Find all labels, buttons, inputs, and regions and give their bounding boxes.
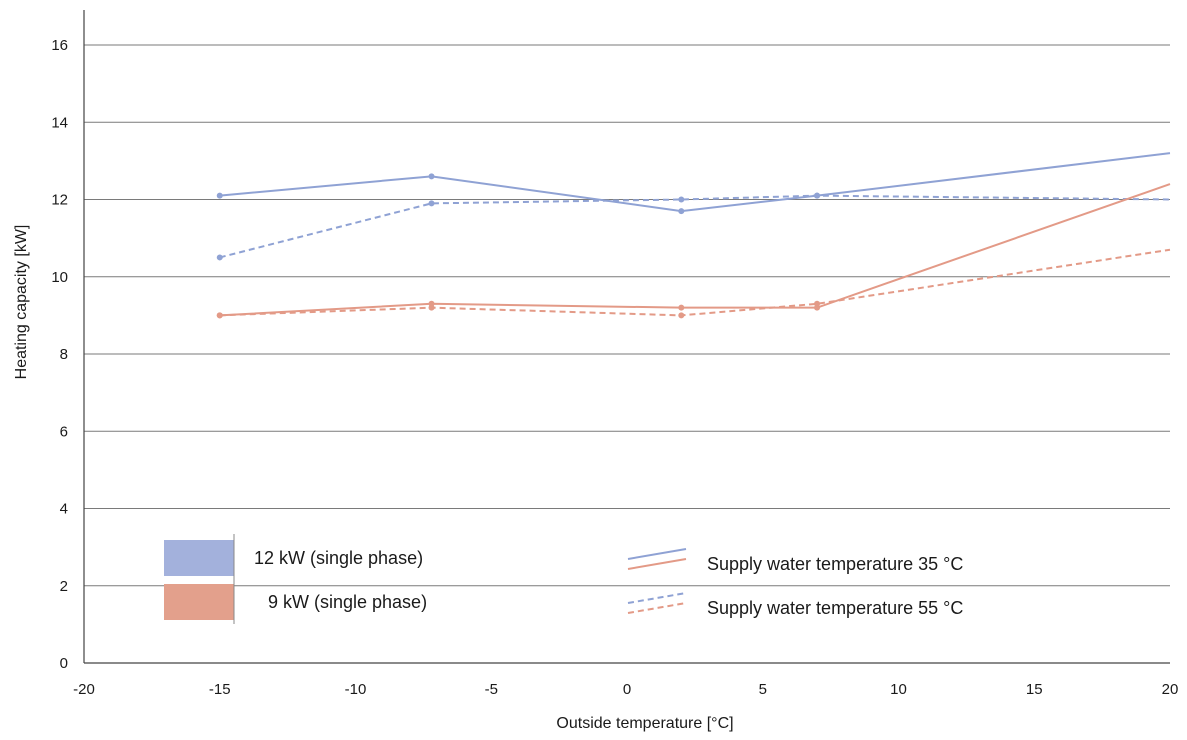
y-tick-label: 6 [60, 423, 68, 440]
legend-style-label: Supply water temperature 55 °C [707, 598, 963, 618]
data-point [814, 300, 821, 307]
legend-swatch [164, 584, 234, 620]
y-tick-label: 10 [51, 269, 68, 286]
series-line-2 [219, 183, 1171, 317]
y-tick-label: 8 [60, 346, 68, 363]
series-line-3 [219, 248, 1171, 317]
x-axis-title: Outside temperature [°C] [556, 715, 733, 732]
x-tick-label: 5 [759, 681, 767, 698]
axis-layer: 0 2 4 6 8 10 12 14 16 -20 -15 -10 -5 0 5 10 15 20 [51, 10, 1178, 698]
data-point [678, 208, 685, 215]
data-point [678, 312, 685, 319]
x-tick-label: -5 [485, 681, 498, 698]
series-line-0 [219, 152, 1171, 213]
y-tick-label: 0 [60, 655, 68, 672]
x-tick-label: -20 [73, 681, 95, 698]
data-point [216, 312, 223, 319]
y-tick-label: 14 [51, 114, 68, 131]
y-axis-title: Heating capacity [kW] [13, 225, 30, 380]
series-layer [216, 152, 1171, 319]
legend-label: 12 kW (single phase) [254, 548, 423, 568]
x-tick-label: 20 [1162, 681, 1179, 698]
x-tick-label: -15 [209, 681, 231, 698]
x-tick-label: 15 [1026, 681, 1043, 698]
data-point [428, 200, 435, 207]
y-tick-label: 16 [51, 37, 68, 54]
y-tick-label: 2 [60, 578, 68, 595]
data-point [216, 192, 223, 199]
y-tick-label: 12 [51, 192, 68, 209]
legend-line-sample [627, 558, 687, 570]
legend-style-label: Supply water temperature 35 °C [707, 554, 963, 574]
grid-layer [84, 44, 1170, 587]
series-line-1 [219, 194, 1171, 259]
legend-label: 9 kW (single phase) [268, 592, 427, 612]
legend-line-sample [627, 548, 687, 560]
data-point [428, 304, 435, 311]
data-point [216, 254, 223, 261]
data-point [814, 192, 821, 199]
x-tick-label: 0 [623, 681, 631, 698]
data-point [428, 173, 435, 180]
data-point [678, 196, 685, 203]
x-tick-label: -10 [345, 681, 367, 698]
legend-line-sample [627, 602, 687, 614]
legend: 12 kW (single phase) 9 kW (single phase) S… [164, 534, 963, 624]
y-tick-label: 4 [60, 501, 68, 518]
x-tick-label: 10 [890, 681, 907, 698]
data-point [678, 304, 685, 311]
legend-line-sample [627, 592, 687, 604]
legend-swatch [164, 540, 234, 576]
